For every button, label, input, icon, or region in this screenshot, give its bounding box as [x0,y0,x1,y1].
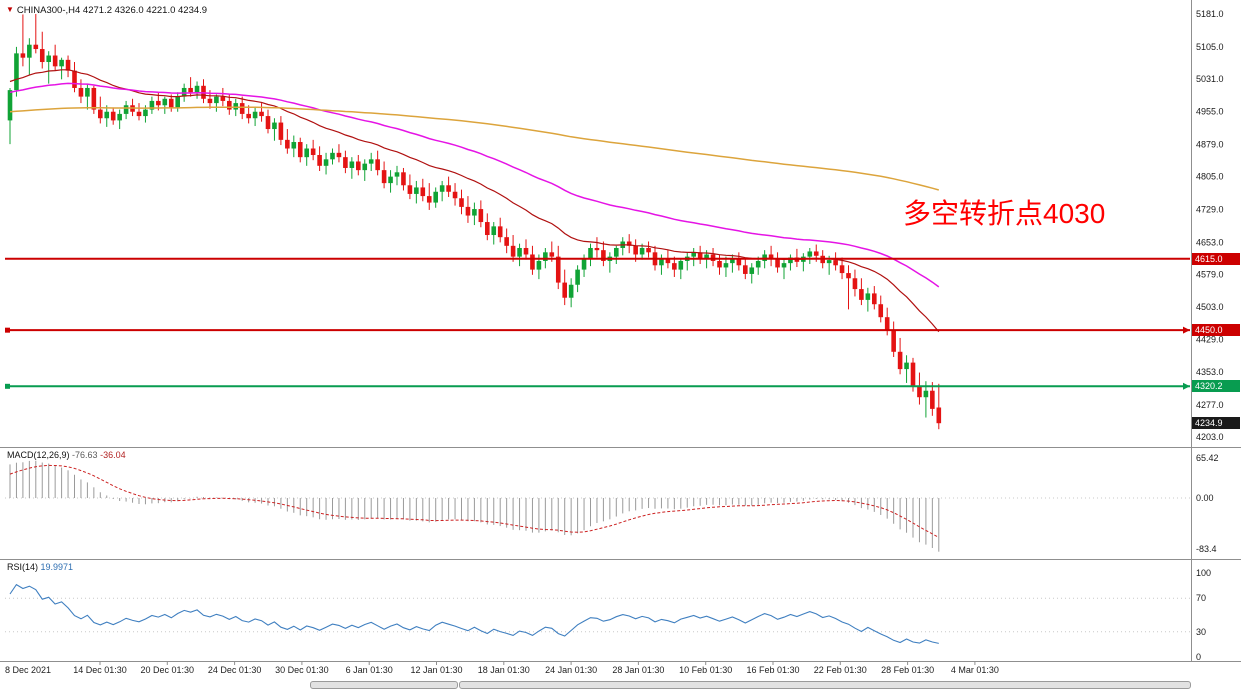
svg-text:24 Dec 01:30: 24 Dec 01:30 [208,665,262,675]
svg-text:5181.0: 5181.0 [1196,9,1224,19]
svg-text:10 Feb 01:30: 10 Feb 01:30 [679,665,732,675]
macd-label: MACD(12,26,9) -76.63 -36.04 [7,450,126,460]
svg-text:20 Dec 01:30: 20 Dec 01:30 [141,665,195,675]
rsi-value: 19.9971 [40,562,74,572]
pane-separators [0,0,1241,662]
svg-text:4579.0: 4579.0 [1196,269,1224,279]
svg-text:30 Dec 01:30: 30 Dec 01:30 [275,665,329,675]
macd-pane: 65.42 0.00 -83.4 [5,453,1219,554]
chart-title: ▼ CHINA300-,H4 4271.2 4326.0 4221.0 4234.… [6,5,207,16]
svg-text:28 Jan 01:30: 28 Jan 01:30 [612,665,664,675]
svg-text:0.00: 0.00 [1196,493,1214,503]
svg-text:4955.0: 4955.0 [1196,107,1224,117]
svg-text:0: 0 [1196,652,1201,662]
svg-text:4277.0: 4277.0 [1196,400,1224,410]
svg-text:4729.0: 4729.0 [1196,204,1224,214]
svg-text:4503.0: 4503.0 [1196,302,1224,312]
price-tag-resistance-4450: 4450.0 [1192,324,1240,337]
macd-signal-line [9,464,940,538]
svg-text:8 Dec 2021: 8 Dec 2021 [5,665,51,675]
svg-text:4429.0: 4429.0 [1196,334,1224,344]
ma-fast-line [9,69,940,333]
svg-text:22 Feb 01:30: 22 Feb 01:30 [814,665,867,675]
svg-text:70: 70 [1196,593,1206,603]
candlestick-series [7,14,942,430]
svg-text:24 Jan 01:30: 24 Jan 01:30 [545,665,597,675]
svg-text:-83.4: -83.4 [1196,544,1217,554]
horizontal-price-lines [5,257,1190,390]
h-scrollbar-segment-left[interactable] [310,681,458,689]
macd-value-signal: -36.04 [100,450,126,460]
svg-text:4879.0: 4879.0 [1196,140,1224,150]
rsi-label: RSI(14) 19.9971 [7,562,73,572]
macd-value-main: -76.63 [72,450,98,460]
svg-text:12 Jan 01:30: 12 Jan 01:30 [410,665,462,675]
price-tag-support-4320: 4320.2 [1192,380,1240,393]
svg-text:16 Feb 01:30: 16 Feb 01:30 [746,665,799,675]
symbol-ohlc-text: CHINA300-,H4 4271.2 4326.0 4221.0 4234.9 [16,5,208,16]
svg-text:100: 100 [1196,568,1211,578]
svg-text:4203.0: 4203.0 [1196,432,1224,442]
annotation-text: 多空转折点4030 [903,198,1106,229]
moving-average-lines [9,69,940,333]
symbol-dropdown-icon[interactable]: ▼ [6,5,14,14]
price-tag-current: 4234.9 [1192,417,1240,430]
rsi-pane: 100 70 30 0 [5,568,1211,662]
svg-text:6 Jan 01:30: 6 Jan 01:30 [346,665,393,675]
rsi-line [9,583,939,644]
svg-text:28 Feb 01:30: 28 Feb 01:30 [881,665,934,675]
svg-text:4805.0: 4805.0 [1196,172,1224,182]
svg-text:5105.0: 5105.0 [1196,42,1224,52]
svg-text:65.42: 65.42 [1196,453,1219,463]
ma-medium-line [9,82,940,288]
svg-text:18 Jan 01:30: 18 Jan 01:30 [478,665,530,675]
macd-name: MACD(12,26,9) [7,450,70,460]
svg-text:5031.0: 5031.0 [1196,74,1224,84]
svg-text:14 Dec 01:30: 14 Dec 01:30 [73,665,127,675]
time-axis: 8 Dec 2021 14 Dec 01:30 20 Dec 01:30 24 Dec… [5,661,999,675]
svg-text:4653.0: 4653.0 [1196,237,1224,247]
rsi-name: RSI(14) [7,562,39,572]
h-scrollbar-segment-right[interactable] [459,681,1191,689]
svg-text:4353.0: 4353.0 [1196,367,1224,377]
svg-text:4 Mar 01:30: 4 Mar 01:30 [951,665,999,675]
price-tag-resistance-4615: 4615.0 [1192,252,1240,265]
price-axis: 5181.0 5105.0 5031.0 4955.0 4879.0 4805.0 4729… [1196,9,1224,442]
svg-text:30: 30 [1196,627,1206,637]
ma-slow-line [9,106,940,191]
